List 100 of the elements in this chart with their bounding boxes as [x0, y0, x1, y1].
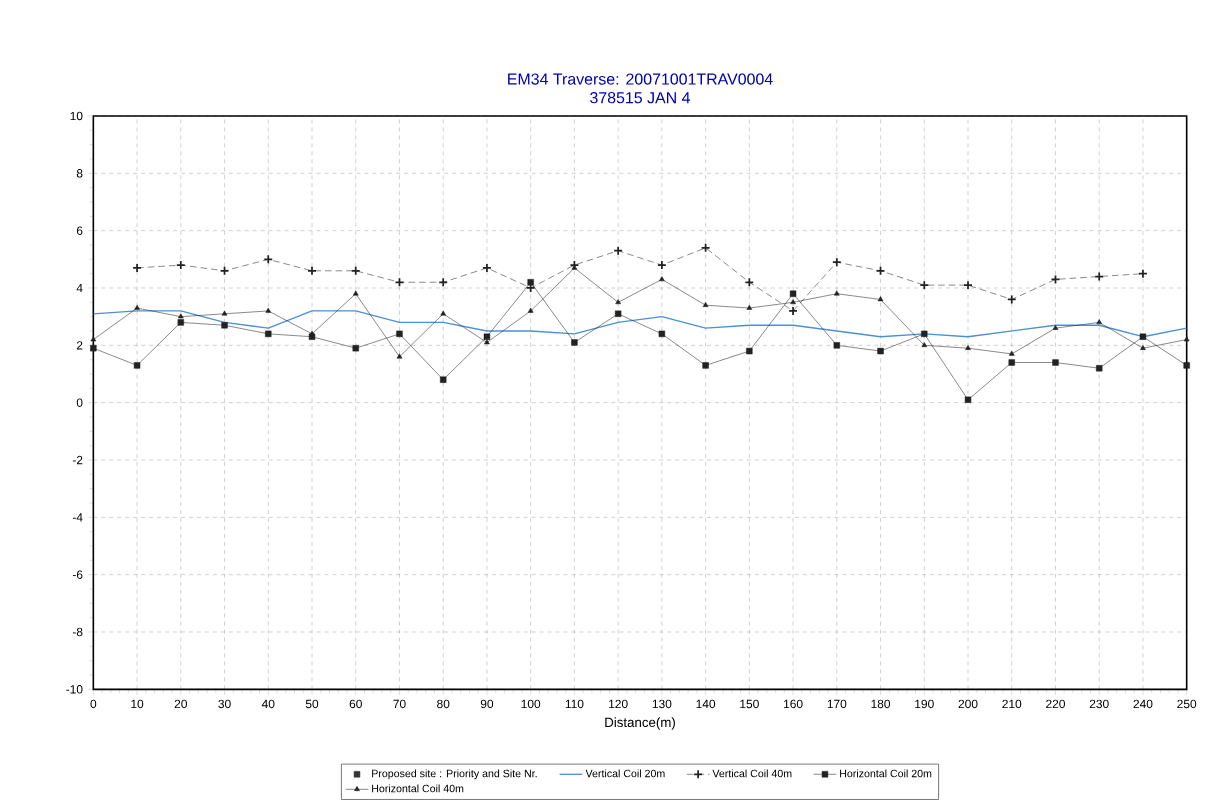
- x-tick-label: 140: [696, 699, 716, 709]
- point: [877, 347, 884, 355]
- point: [1052, 359, 1059, 366]
- point: [352, 344, 359, 352]
- point: [1140, 344, 1146, 350]
- x-tick-label: 220: [1046, 699, 1065, 709]
- point: [309, 330, 315, 336]
- point: [1052, 324, 1059, 330]
- legend-label: Proposed site : Priority and Site Nr.: [372, 769, 537, 780]
- y-tick-label: -2: [72, 455, 83, 465]
- point: [921, 341, 928, 347]
- y-tick-label: 0: [76, 398, 83, 407]
- legend-label: Horizontal Coil 40m: [372, 784, 464, 793]
- x-tick-label: 250: [1177, 699, 1197, 709]
- chart-title: EM34 Traverse: 20071001TRAV0004: [508, 73, 773, 85]
- point: [221, 310, 228, 316]
- point: [834, 290, 840, 296]
- point: [527, 278, 534, 286]
- point: [571, 339, 578, 346]
- point: [178, 313, 184, 319]
- point: [659, 276, 665, 281]
- x-tick-label: 70: [393, 699, 406, 709]
- y-tick-label: -6: [72, 570, 83, 579]
- y-tick-label: 2: [76, 340, 83, 350]
- x-tick-label: 0: [90, 699, 97, 709]
- point: [1008, 359, 1015, 366]
- point: [90, 336, 97, 342]
- point: [790, 298, 796, 304]
- point: [614, 310, 622, 317]
- x-tick-label: 20: [174, 699, 187, 709]
- point: [176, 260, 185, 269]
- y-tick-label: -8: [72, 627, 83, 637]
- point: [614, 246, 623, 255]
- point: [134, 304, 140, 310]
- x-tick-label: 40: [261, 699, 275, 709]
- x-tick-label: 110: [565, 699, 584, 709]
- point: [746, 304, 753, 310]
- x-tick-label: 130: [652, 699, 672, 709]
- point: [964, 396, 972, 403]
- point: [482, 263, 491, 272]
- x-tick-label: 160: [784, 699, 803, 709]
- point: [264, 255, 273, 264]
- point: [265, 307, 272, 313]
- x-tick-label: 10: [131, 699, 144, 709]
- point: [789, 290, 797, 297]
- y-tick-label: 10: [70, 111, 83, 121]
- point: [396, 330, 403, 337]
- point: [964, 280, 972, 289]
- x-axis-title: Distance(m): [605, 717, 675, 730]
- legend-label: Vertical Coil 20m: [585, 769, 665, 778]
- point: [1139, 333, 1147, 340]
- x-tick-label: 120: [609, 699, 628, 709]
- y-tick-label: 4: [76, 283, 83, 292]
- y-tick-label: -4: [72, 513, 83, 522]
- point: [527, 307, 534, 313]
- x-tick-label: 150: [740, 699, 759, 709]
- point: [440, 376, 447, 383]
- x-tick-label: 200: [958, 699, 978, 709]
- point: [133, 263, 142, 272]
- x-tick-label: 80: [437, 699, 450, 709]
- legend-label: Vertical Coil 40m: [712, 769, 792, 778]
- point: [1138, 269, 1147, 278]
- x-tick-label: 60: [349, 699, 362, 709]
- point: [745, 278, 754, 287]
- y-tick-label: -10: [66, 684, 83, 694]
- y-tick-label: 8: [76, 168, 83, 178]
- x-tick-label: 230: [1089, 699, 1109, 709]
- point: [483, 333, 491, 340]
- x-tick-label: 170: [827, 699, 847, 709]
- chart-subtitle: 378515 JAN 4: [590, 91, 691, 104]
- point: [832, 258, 841, 267]
- point: [265, 330, 272, 337]
- point: [484, 339, 490, 345]
- point: [133, 362, 141, 369]
- y-tick-label: 6: [76, 226, 83, 235]
- point: [1008, 350, 1015, 356]
- point: [921, 330, 928, 337]
- point: [702, 362, 709, 369]
- point: [1096, 319, 1103, 324]
- point: [877, 296, 884, 302]
- point: [615, 298, 621, 304]
- point: [440, 310, 447, 316]
- x-tick-label: 50: [305, 699, 319, 709]
- x-tick-label: 240: [1133, 699, 1153, 709]
- point: [746, 347, 753, 355]
- point: [221, 321, 228, 329]
- point: [396, 353, 403, 359]
- x-tick-label: 90: [480, 699, 494, 709]
- x-tick-label: 100: [521, 699, 541, 709]
- point: [657, 260, 666, 269]
- x-tick-label: 210: [1002, 699, 1022, 709]
- point: [439, 278, 448, 287]
- x-tick-label: 30: [218, 699, 231, 709]
- point: [352, 290, 359, 296]
- point: [90, 344, 97, 352]
- point: [920, 280, 929, 289]
- point: [789, 306, 798, 315]
- point: [965, 344, 971, 350]
- legend-label: Horizontal Coil 20m: [840, 769, 932, 778]
- point: [1183, 362, 1190, 369]
